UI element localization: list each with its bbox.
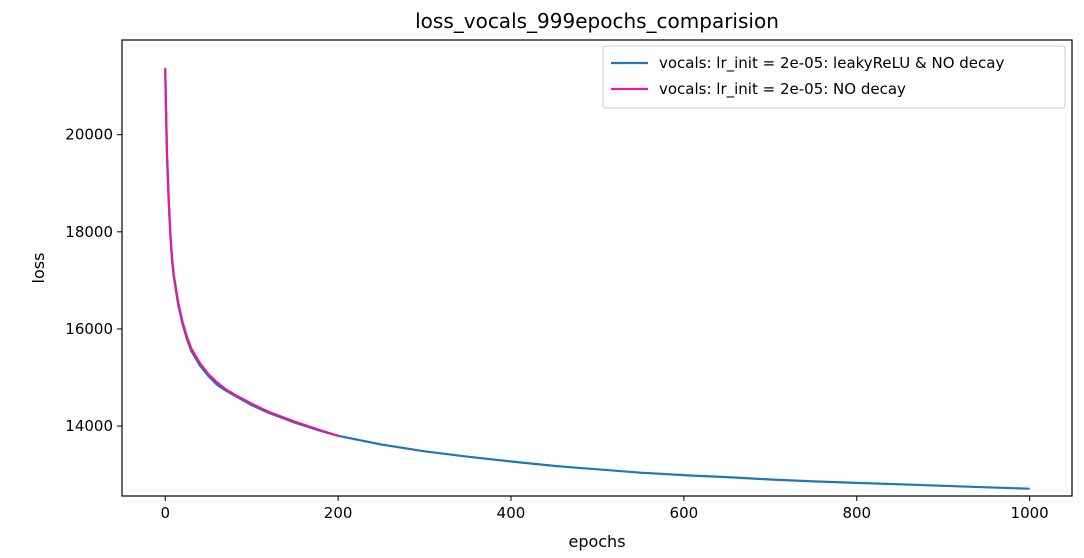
legend: vocals: lr_init = 2e-05: leakyReLU & NO … bbox=[602, 45, 1066, 109]
y-tick-label: 16000 bbox=[65, 320, 113, 338]
series-line-1 bbox=[164, 67, 1030, 490]
x-axis-ticks: 0 200 400 600 800 1000 bbox=[160, 496, 1049, 522]
x-tick-label: 800 bbox=[842, 504, 871, 522]
x-axis-label: epochs bbox=[568, 532, 625, 551]
series-line-2 bbox=[164, 67, 340, 437]
y-tick-label: 18000 bbox=[65, 223, 113, 241]
legend-box bbox=[602, 45, 1066, 109]
y-tick-label: 20000 bbox=[65, 126, 113, 144]
x-tick-label: 200 bbox=[324, 504, 353, 522]
chart-title: loss_vocals_999epochs_comparision bbox=[415, 9, 779, 33]
plot-frame bbox=[121, 39, 1073, 497]
legend-label-2: vocals: lr_init = 2e-05: NO decay bbox=[659, 80, 906, 99]
x-tick-label: 0 bbox=[160, 504, 170, 522]
y-tick-label: 14000 bbox=[65, 417, 113, 435]
y-axis-ticks: 14000 16000 18000 20000 bbox=[65, 126, 122, 435]
series-lines bbox=[164, 67, 1030, 490]
x-tick-label: 1000 bbox=[1011, 504, 1049, 522]
x-tick-label: 400 bbox=[497, 504, 526, 522]
legend-label-1: vocals: lr_init = 2e-05: leakyReLU & NO … bbox=[659, 54, 1004, 73]
x-tick-label: 600 bbox=[670, 504, 699, 522]
y-axis-label: loss bbox=[29, 253, 48, 284]
